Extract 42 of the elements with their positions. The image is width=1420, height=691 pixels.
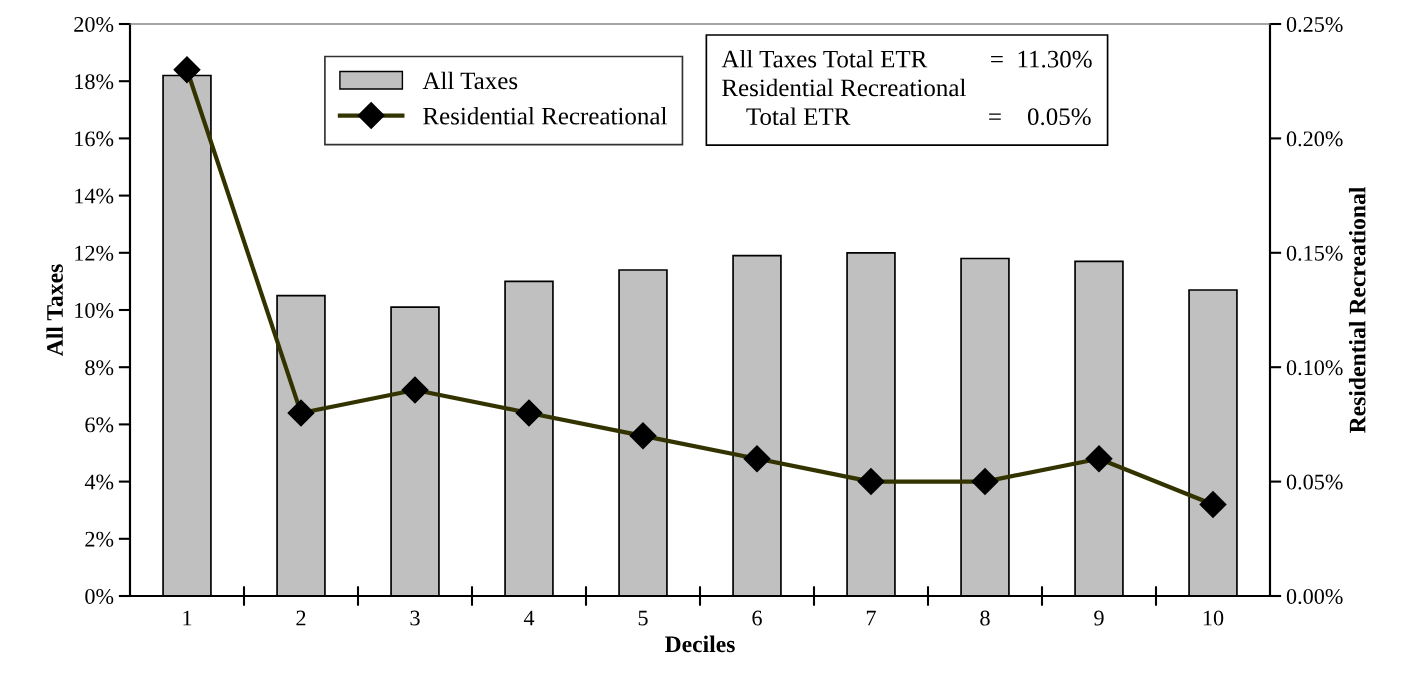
bar (618, 269, 668, 596)
x-tick-label: 9 (1094, 610, 1104, 626)
annotation: All Taxes Total ETR = 11.30% Residential Recreational Total ETR = 0.05% (721, 50, 1092, 126)
legend-label: Residential Recreational (423, 107, 667, 125)
bar (390, 306, 440, 596)
y2-tick-label: 0.00% (1286, 588, 1343, 605)
bar (504, 280, 554, 596)
bar (732, 254, 782, 596)
y2-axis-title: Residential Recreational (1348, 187, 1366, 433)
y-tick-label: 6% (85, 417, 114, 433)
x-tick-label: 6 (752, 610, 762, 626)
x-tick-label: 2 (296, 610, 306, 626)
x-axis-title: Deciles (665, 635, 735, 653)
y-axis-title: All Taxes (46, 264, 63, 357)
y-tick-label: 12% (75, 245, 114, 261)
bar (1074, 260, 1124, 596)
y-tick-label: 14% (75, 188, 114, 204)
x-tick-label: 4 (523, 610, 535, 626)
y2-tick-label: 0.05% (1286, 474, 1343, 490)
x-tick-label: 10 (1203, 610, 1224, 626)
y-tick-label: 8% (85, 360, 114, 376)
y-tick-label: 18% (75, 74, 114, 90)
y-tick-label: 10% (75, 302, 114, 318)
y2-tick-label: 0.15% (1286, 245, 1343, 261)
y-tick-label: 0% (85, 588, 114, 604)
x-tick-label: 8 (980, 610, 990, 626)
y-tick-label: 16% (75, 131, 114, 147)
y2-tick-label: 0.20% (1286, 131, 1343, 147)
y2-tick-label: 0.25% (1286, 16, 1343, 33)
y2-tick-label: 0.10% (1286, 360, 1343, 376)
bar (846, 251, 896, 596)
legend-label: All Taxes (422, 71, 518, 90)
x-tick-label: 1 (183, 610, 192, 626)
y-tick-label: 4% (84, 474, 114, 490)
bar (960, 257, 1010, 596)
bar (1188, 289, 1238, 596)
y-tick-label: 20% (74, 16, 114, 32)
bar (276, 294, 326, 596)
y-tick-label: 2% (85, 531, 114, 547)
x-tick-label: 5 (638, 610, 648, 626)
x-tick-label: 3 (410, 610, 420, 626)
x-tick-label: 7 (866, 610, 876, 626)
